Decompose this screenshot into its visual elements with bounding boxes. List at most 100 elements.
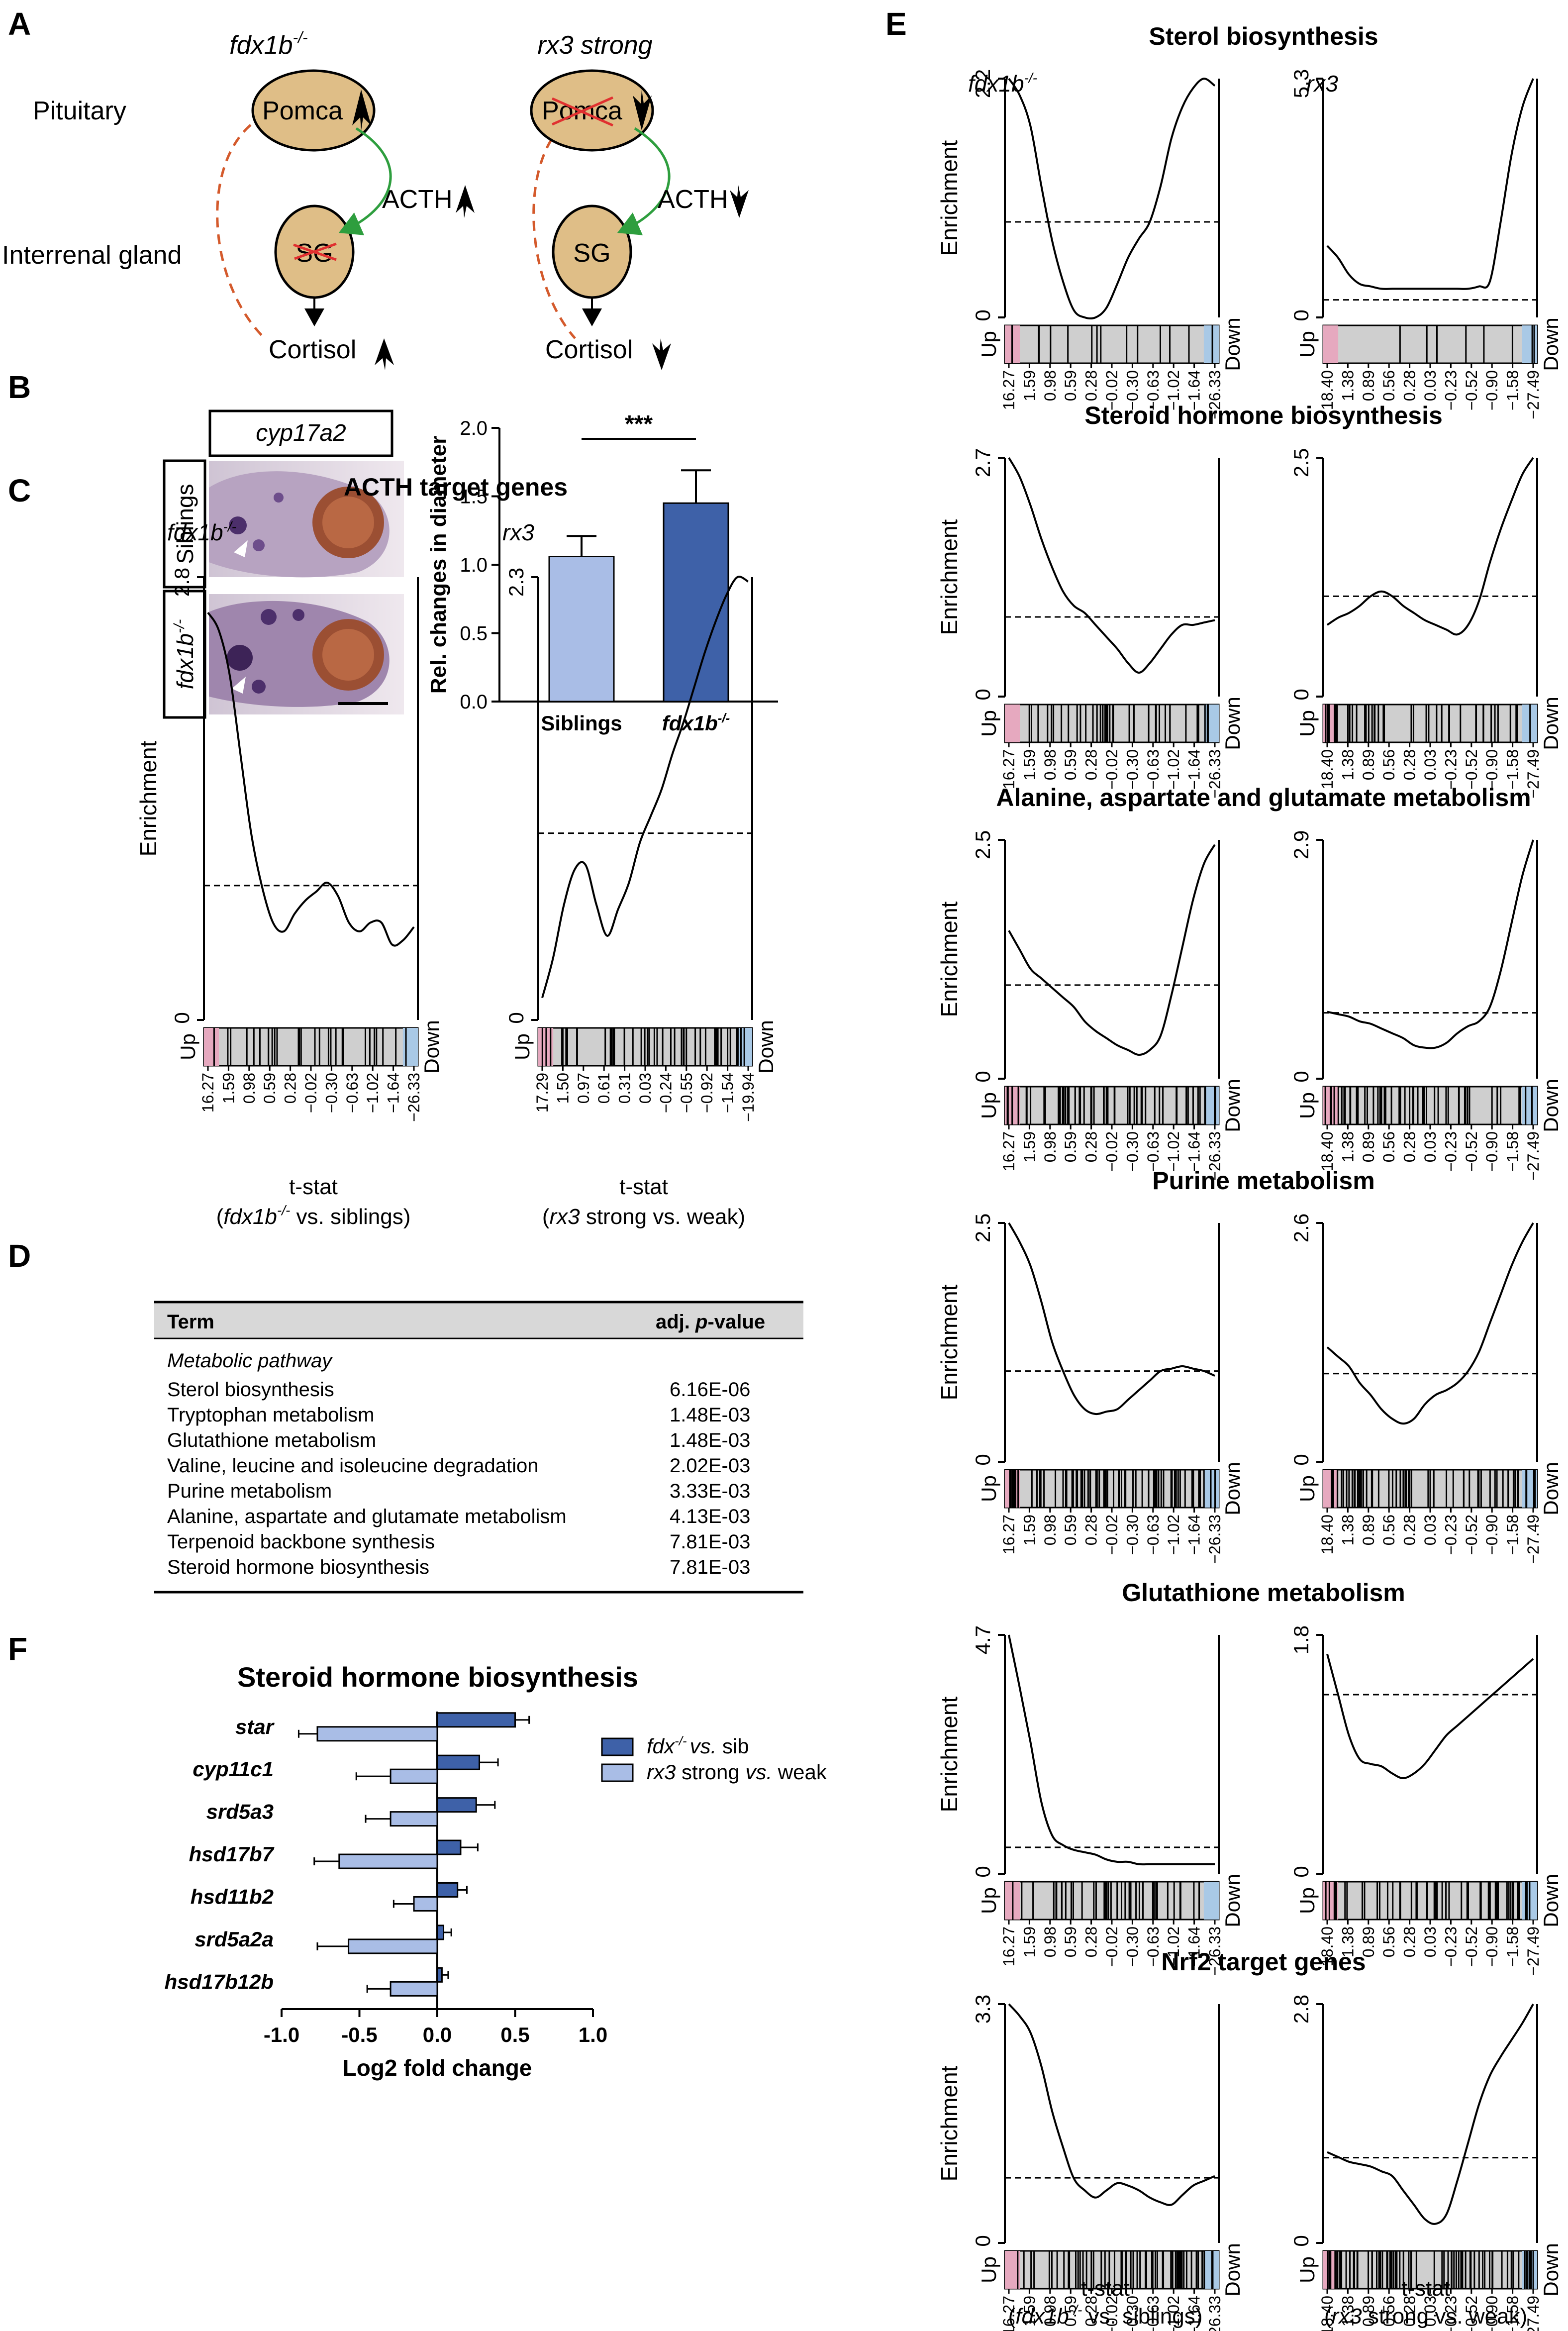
e-col-label-rx3: rx3 xyxy=(1306,71,1338,97)
pomca-label-left: Pomca xyxy=(262,97,343,125)
b-gene-label: cyp17a2 xyxy=(256,420,346,446)
barcode-tick-label: 0.98 xyxy=(1041,2296,1059,2327)
barcode-down-label: Down xyxy=(1539,1462,1563,1515)
d-row-pvalue: 3.33E-03 xyxy=(670,1480,750,1502)
barcode-tick-label: −0.02 xyxy=(302,1073,320,1113)
barcode-tick-label: −0.02 xyxy=(1103,1515,1121,1555)
barcode-strip xyxy=(1322,1086,1538,1125)
f-bar xyxy=(390,1768,438,1784)
f-x-tick-label: 1.0 xyxy=(579,2023,607,2046)
enrichment-ymax-label: 3.3 xyxy=(971,1995,994,2024)
f-legend-rx3: rx3 strong vs. weak xyxy=(647,1760,827,1784)
barcode-tick-label: −0.63 xyxy=(1144,1515,1162,1555)
barcode-up-label: Up xyxy=(977,1475,1000,1502)
enrichment-curve xyxy=(1008,78,1216,320)
barcode-tick-label: 1.59 xyxy=(1020,1131,1038,1162)
barcode-down-region xyxy=(1522,325,1537,363)
barcode-tick-label: 1.59 xyxy=(1020,2296,1038,2327)
enrichment-ymax-label: 2.7 xyxy=(971,448,994,477)
d-table-rows: Sterol biosynthesis 6.16E-06 Tryptophan me… xyxy=(167,1379,750,1578)
f-x-tick-label: 0.0 xyxy=(423,2023,452,2046)
barcode-tick-label: −0.52 xyxy=(1463,1515,1480,1555)
barcode-tick-label: −0.52 xyxy=(1463,370,1480,410)
enrichment-zero-label: 0 xyxy=(504,1012,528,1023)
barcode-tick-label: 0.03 xyxy=(1421,1131,1439,1162)
barcode-tick-label: 0.28 xyxy=(1082,2296,1100,2327)
f-x-tick-label: -0.5 xyxy=(341,2023,377,2046)
barcode-tick-label: −26.33 xyxy=(1206,2296,1224,2331)
e-enrichment-right: 5.3 0 Up Down 18.40 1.38 0.89 0.56 0.28 0.03 −0.23… xyxy=(1289,69,1563,419)
barcode-tick-label: −0.63 xyxy=(1144,749,1162,790)
barcode-tick-label: 0.61 xyxy=(595,1073,613,1104)
barcode-tick-label: 1.38 xyxy=(1339,1131,1357,1162)
e-enrichment-right: 1.8 0 Up Down 18.40 1.38 0.89 0.56 0.28 0.03 −0.23… xyxy=(1289,1625,1563,1976)
barcode-tick-label: −0.90 xyxy=(1483,370,1501,410)
barcode-down-label: Down xyxy=(1221,1462,1244,1515)
barcode-tick-label: 1.59 xyxy=(219,1073,237,1104)
cortisol-down-arrow-icon xyxy=(375,338,394,370)
c-left-xlabel: t-stat xyxy=(289,1175,338,1199)
b-bar xyxy=(548,556,615,703)
enrichment-zero-label: 0 xyxy=(170,1012,194,1023)
barcode-tick-label: −0.90 xyxy=(1483,1926,1501,1967)
enrichment-ymax-label: 1.8 xyxy=(1289,1625,1313,1654)
barcode-tick-label: −0.30 xyxy=(1123,1926,1141,1967)
barcode-tick-label: 1.59 xyxy=(1020,749,1038,780)
barcode-tick-label: 0.56 xyxy=(1380,1515,1398,1545)
f-bar xyxy=(338,1853,438,1869)
barcode-tick-label: 0.28 xyxy=(1401,749,1419,780)
barcode-tick-label: 0.03 xyxy=(1421,370,1439,401)
barcode-tick-label: −1.64 xyxy=(1185,1515,1203,1555)
e-row-title: Sterol biosynthesis xyxy=(1149,22,1378,50)
d-row-pvalue: 7.81E-03 xyxy=(670,1556,750,1578)
barcode-tick-label: 0.28 xyxy=(1082,1926,1100,1957)
b-y-tick-label: 1.0 xyxy=(460,554,488,576)
enrichment-ymax-label: 2.3 xyxy=(504,568,528,597)
barcode-up-label: Up xyxy=(1295,331,1319,358)
d-row-term: Tryptophan metabolism xyxy=(167,1404,374,1426)
barcode-tick-label: −27.49 xyxy=(1524,2296,1542,2331)
barcode-tick-label: −27.49 xyxy=(1524,749,1542,799)
b-y-tick-label: 1.5 xyxy=(460,486,488,508)
barcode-tick-label: 0.89 xyxy=(1360,1515,1377,1545)
barcode-tick-label: −1.02 xyxy=(1165,749,1182,790)
enrichment-zero-label: 0 xyxy=(971,1071,994,1082)
e-enrichment-left: 2.7 0 Enrichment Up Down 16.27 1.59 0.98 0.59 0.2… xyxy=(936,448,1244,799)
barcode-tick-label: 0.28 xyxy=(282,1073,299,1104)
barcode-tick-label: −0.52 xyxy=(1463,2296,1480,2331)
barcode-tick-label: −0.02 xyxy=(1103,749,1121,790)
f-category-label: hsd17b7 xyxy=(189,1842,275,1866)
e-left-xlabel: t-stat xyxy=(1081,2276,1130,2301)
barcode-up-label: Up xyxy=(1295,1887,1319,1914)
c-enrichment-fdx1b: 2.8 0 Enrichment Up Down 16.27 1.59 0.98 0.59 0.2… xyxy=(135,568,443,1122)
barcode-tick-label: −0.23 xyxy=(1442,749,1460,790)
barcode-tick-label: −0.63 xyxy=(1144,370,1162,410)
panel-label-b: B xyxy=(8,369,31,405)
enrichment-curve xyxy=(1008,2003,1215,2206)
b-bar xyxy=(663,502,729,703)
c-right-label: rx3 xyxy=(502,519,534,545)
barcode-tick-label: 0.98 xyxy=(1041,1131,1059,1162)
barcode-up-label: Up xyxy=(1295,1092,1319,1119)
barcode-down-region xyxy=(402,1028,418,1066)
panel-a-schematic: fdx1b-/- rx3 strong Pituitary Interrenal… xyxy=(2,28,749,370)
barcode-tick-label: −0.02 xyxy=(1103,1131,1121,1172)
enrichment-y-axis-label: Enrichment xyxy=(936,1696,962,1812)
enrichment-zero-label: 0 xyxy=(1289,689,1313,700)
barcode-tick-label: 1.50 xyxy=(554,1073,572,1104)
barcode-down-label: Down xyxy=(1539,2243,1563,2296)
barcode-strip xyxy=(1004,324,1220,364)
a-row-interrenal: Interrenal gland xyxy=(2,241,182,270)
strike-icon xyxy=(551,96,614,127)
barcode-tick-label: −1.02 xyxy=(1165,2296,1182,2331)
barcode-up-label: Up xyxy=(176,1033,199,1060)
barcode-tick-label: 0.98 xyxy=(1041,1515,1059,1545)
barcode-tick-label: 16.27 xyxy=(1000,1926,1018,1966)
barcode-tick-label: 0.03 xyxy=(1421,2296,1439,2327)
barcode-down-label: Down xyxy=(1221,1874,1244,1927)
barcode-tick-label: −26.33 xyxy=(1206,1515,1224,1564)
f-bar xyxy=(316,1726,438,1742)
d-row-pvalue: 7.81E-03 xyxy=(670,1531,750,1553)
enrichment-ymax-label: 2.5 xyxy=(1289,448,1313,477)
